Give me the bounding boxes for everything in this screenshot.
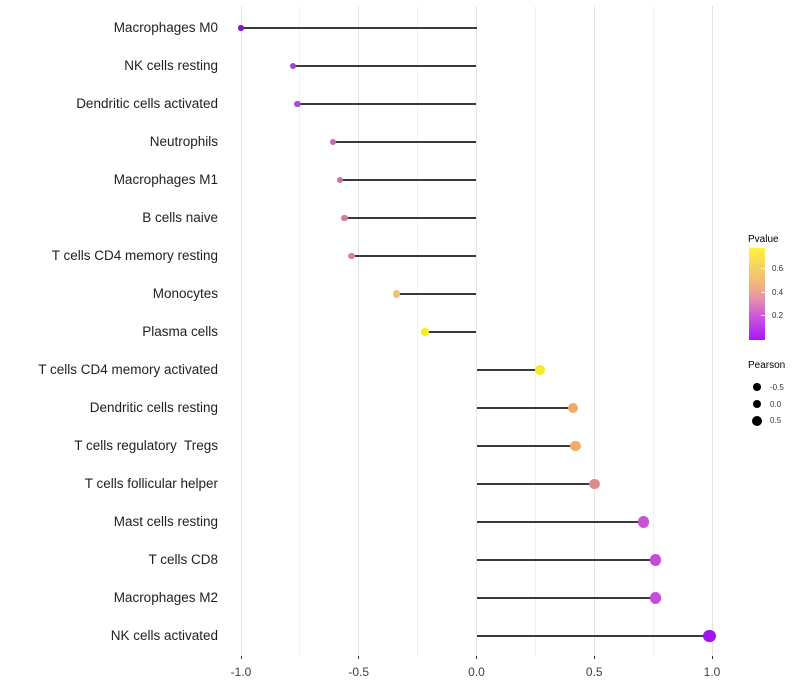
stem-line [332, 141, 477, 143]
stem-line [292, 65, 477, 67]
category-label: Monocytes [152, 286, 218, 301]
pearson-legend-label: 0.5 [770, 416, 782, 425]
category-label: T cells follicular helper [84, 476, 218, 491]
stem-line [476, 597, 656, 599]
data-point [336, 176, 344, 184]
x-axis-tick-label: -1.0 [230, 665, 252, 679]
stem-line [339, 179, 477, 181]
major-gridline [593, 6, 595, 656]
category-label: Macrophages M0 [113, 20, 218, 35]
data-point [703, 629, 716, 643]
x-axis-tick-label: 1.0 [703, 665, 721, 679]
pearson-legend-title: Pearson [748, 360, 786, 371]
stem-line [241, 27, 477, 29]
stem-line [297, 103, 477, 105]
minor-gridline [652, 6, 654, 656]
category-label: T cells regulatory Tregs [74, 438, 218, 453]
pearson-legend-label: 0.0 [770, 399, 782, 409]
x-axis-tick [711, 656, 713, 659]
category-label: T cells CD4 memory resting [51, 248, 218, 263]
x-axis-tick [358, 656, 360, 659]
data-point [649, 554, 662, 566]
category-label: T cells CD4 memory activated [38, 362, 218, 377]
data-point [348, 252, 356, 260]
data-point [649, 592, 662, 604]
data-point [535, 365, 545, 375]
stem-line [476, 521, 644, 523]
x-axis-tick-label: 0.5 [585, 665, 603, 679]
minor-gridline [299, 6, 301, 656]
category-label: Macrophages M2 [113, 590, 218, 605]
stem-line [424, 331, 477, 333]
major-gridline [240, 6, 242, 656]
pearson-legend-dot [753, 383, 761, 391]
pearson-legend-dot [752, 399, 762, 409]
data-point [570, 440, 581, 452]
data-point [420, 327, 429, 336]
pvalue-tick-mark [761, 315, 765, 316]
pearson-legend-label: -0.5 [770, 382, 784, 392]
stem-line [344, 217, 477, 219]
category-label: Macrophages M1 [113, 172, 218, 187]
x-axis-tick [240, 656, 242, 659]
pvalue-tick-label: 0.4 [772, 287, 784, 297]
category-label: NK cells resting [124, 58, 218, 73]
data-point [294, 100, 301, 108]
major-gridline [476, 6, 477, 656]
category-label: T cells CD8 [148, 552, 218, 567]
data-point [638, 516, 650, 528]
stem-line [476, 407, 574, 409]
x-axis-tick-label: -0.5 [348, 665, 370, 679]
x-axis-tick [476, 656, 477, 659]
category-label: Dendritic cells resting [89, 400, 218, 415]
x-axis-tick [593, 656, 595, 659]
pvalue-legend-title: Pvalue [748, 234, 779, 245]
category-label: Plasma cells [142, 324, 218, 339]
pvalue-tick-mark [761, 268, 765, 269]
stem-line [396, 293, 477, 295]
pvalue-tick-mark [761, 291, 765, 293]
pvalue-gradient-bar [749, 248, 765, 340]
data-point [392, 290, 401, 298]
stem-line [476, 635, 710, 637]
major-gridline [358, 6, 360, 656]
data-point [588, 478, 600, 490]
stem-line [476, 483, 595, 485]
stem-line [476, 559, 656, 561]
stem-line [351, 255, 477, 257]
category-label: B cells naive [142, 210, 218, 225]
data-point [238, 25, 244, 31]
category-label: Mast cells resting [113, 514, 218, 529]
pvalue-tick-label: 0.2 [772, 311, 784, 320]
category-label: Neutrophils [149, 134, 218, 149]
pvalue-tick-label: 0.6 [772, 264, 784, 273]
data-point [289, 63, 296, 69]
minor-gridline [417, 6, 419, 656]
data-point [329, 138, 337, 146]
pearson-legend-dot [752, 415, 762, 426]
stem-line [476, 369, 541, 371]
data-point [567, 402, 579, 414]
category-label: NK cells activated [110, 628, 218, 643]
major-gridline [711, 6, 713, 656]
data-point [341, 214, 348, 222]
stem-line [476, 445, 576, 447]
category-label: Dendritic cells activated [76, 96, 218, 111]
minor-gridline [534, 6, 536, 656]
x-axis-tick-label: 0.0 [468, 665, 485, 679]
